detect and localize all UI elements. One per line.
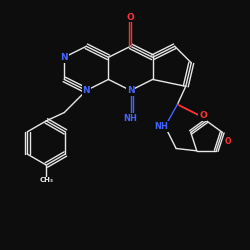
- Text: O: O: [199, 111, 207, 120]
- Text: NH: NH: [154, 122, 168, 131]
- Text: N: N: [60, 53, 68, 62]
- Text: N: N: [82, 86, 90, 95]
- Text: O: O: [127, 13, 134, 22]
- Text: N: N: [127, 86, 134, 95]
- Text: O: O: [224, 137, 231, 146]
- Text: NH: NH: [124, 114, 138, 122]
- Text: CH₃: CH₃: [39, 177, 53, 183]
